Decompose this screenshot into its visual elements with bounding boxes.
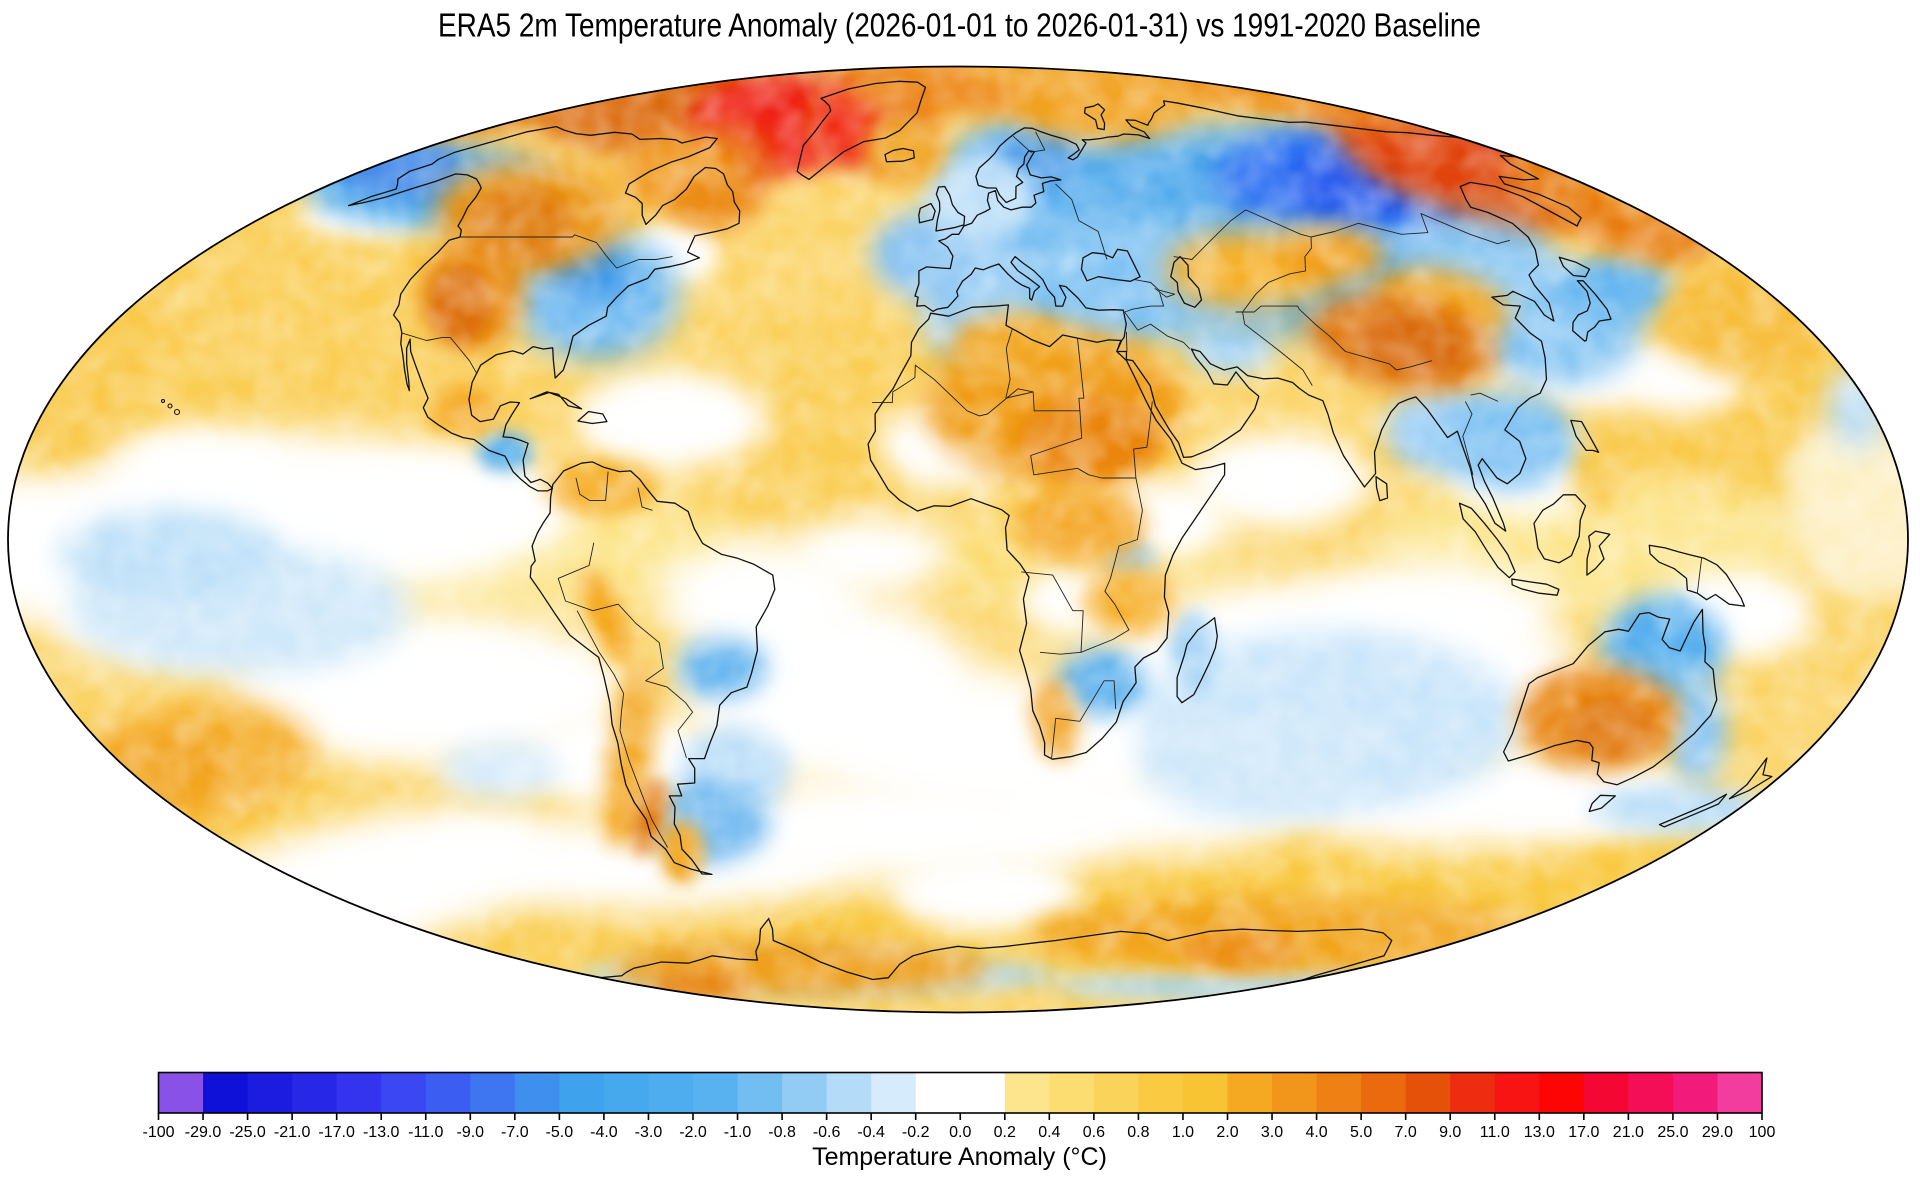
svg-text:-0.2: -0.2 [902,1124,930,1141]
svg-text:17.0: 17.0 [1568,1124,1599,1141]
svg-text:29.0: 29.0 [1702,1124,1733,1141]
svg-text:Temperature Anomaly (°C): Temperature Anomaly (°C) [812,1143,1107,1171]
svg-text:3.0: 3.0 [1261,1124,1283,1141]
svg-text:-100: -100 [142,1124,174,1141]
svg-text:9.0: 9.0 [1439,1124,1461,1141]
svg-text:4.0: 4.0 [1305,1124,1327,1141]
svg-text:-25.0: -25.0 [229,1124,266,1141]
svg-text:0.8: 0.8 [1127,1124,1149,1141]
svg-text:-0.6: -0.6 [813,1124,841,1141]
svg-text:-21.0: -21.0 [274,1124,311,1141]
svg-text:7.0: 7.0 [1395,1124,1417,1141]
svg-text:-13.0: -13.0 [363,1124,400,1141]
svg-text:-17.0: -17.0 [318,1124,355,1141]
svg-text:-5.0: -5.0 [546,1124,574,1141]
svg-text:-0.4: -0.4 [857,1124,885,1141]
svg-text:1.0: 1.0 [1172,1124,1194,1141]
svg-text:100: 100 [1749,1124,1776,1141]
svg-text:0.6: 0.6 [1083,1124,1105,1141]
svg-text:0.4: 0.4 [1038,1124,1060,1141]
svg-text:-7.0: -7.0 [501,1124,529,1141]
svg-text:0.2: 0.2 [994,1124,1016,1141]
svg-text:-2.0: -2.0 [679,1124,707,1141]
svg-text:11.0: 11.0 [1480,1124,1510,1141]
svg-text:2.0: 2.0 [1216,1124,1238,1141]
svg-text:-11.0: -11.0 [408,1124,443,1141]
svg-text:13.0: 13.0 [1524,1124,1555,1141]
svg-text:-1.0: -1.0 [724,1124,752,1141]
svg-text:0.0: 0.0 [949,1124,971,1141]
svg-text:5.0: 5.0 [1350,1124,1372,1141]
svg-text:-0.8: -0.8 [768,1124,796,1141]
svg-text:-29.0: -29.0 [185,1124,222,1141]
svg-text:-9.0: -9.0 [457,1124,485,1141]
svg-text:-4.0: -4.0 [590,1124,618,1141]
svg-text:ERA5 2m Temperature Anomaly (2: ERA5 2m Temperature Anomaly (2026-01-01 … [438,7,1481,44]
svg-text:25.0: 25.0 [1657,1124,1688,1141]
svg-text:21.0: 21.0 [1613,1124,1644,1141]
svg-text:-3.0: -3.0 [635,1124,663,1141]
